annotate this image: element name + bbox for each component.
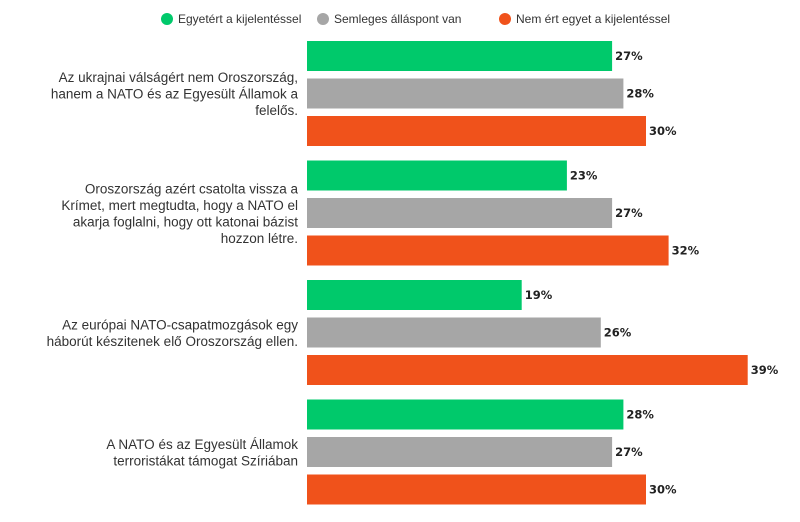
value-labels: 27% 28% 30% 23% 27% 32% 19% 26% 39% 28% 27% 30% bbox=[525, 49, 779, 497]
bar bbox=[307, 280, 522, 310]
category-label-line: Oroszország azért csatolta vissza a bbox=[85, 181, 299, 196]
bar bbox=[307, 116, 646, 146]
bar bbox=[307, 355, 748, 385]
value-label: 39% bbox=[751, 363, 779, 377]
bar bbox=[307, 78, 624, 109]
legend: Egyetért a kijelentéssel Semleges álláspo… bbox=[161, 12, 670, 26]
category-label-line: felelős. bbox=[255, 103, 298, 118]
value-label: 30% bbox=[649, 483, 677, 497]
value-label: 23% bbox=[570, 169, 598, 183]
category-label-2: Az európai NATO-csapatmozgások egy háború… bbox=[47, 317, 299, 349]
category-label-0: Az ukrajnai válságért nem Oroszország, ha… bbox=[51, 70, 299, 118]
legend-marker-0 bbox=[161, 13, 173, 25]
bar bbox=[307, 317, 601, 348]
bar bbox=[307, 41, 613, 71]
category-label-line: Krímet, mert megtudta, hogy a NATO el bbox=[61, 198, 298, 213]
value-label: 28% bbox=[626, 87, 654, 101]
category-label-line: hozzon létre. bbox=[221, 231, 298, 246]
category-label-3: A NATO és az Egyesült Államok terroristák… bbox=[106, 437, 298, 469]
value-label: 27% bbox=[615, 206, 643, 220]
value-label: 26% bbox=[604, 326, 632, 340]
category-label-line: hanem a NATO és az Egyesült Államok a bbox=[51, 87, 299, 102]
bar bbox=[307, 399, 624, 430]
category-label-line: A NATO és az Egyesült Államok bbox=[106, 437, 298, 452]
category-labels: Az ukrajnai válságért nem Oroszország, ha… bbox=[47, 70, 299, 468]
legend-marker-2 bbox=[499, 13, 511, 25]
bar bbox=[307, 437, 613, 467]
bars bbox=[307, 41, 748, 505]
category-label-line: Az európai NATO-csapatmozgások egy bbox=[62, 317, 298, 332]
value-label: 27% bbox=[615, 445, 643, 459]
category-label-line: Az ukrajnai válságért nem Oroszország, bbox=[59, 70, 298, 85]
bar bbox=[307, 474, 646, 505]
value-label: 27% bbox=[615, 49, 643, 63]
bar bbox=[307, 235, 669, 266]
bar bbox=[307, 160, 567, 191]
category-label-line: terroristákat támogat Szíriában bbox=[113, 453, 298, 468]
legend-marker-1 bbox=[317, 13, 329, 25]
value-label: 30% bbox=[649, 124, 677, 138]
value-label: 19% bbox=[525, 288, 553, 302]
category-label-line: akarja foglalni, hogy ott katonai bázist bbox=[73, 214, 298, 229]
legend-label-0: Egyetért a kijelentéssel bbox=[178, 12, 301, 26]
category-label-line: háborút készitenek elő Oroszország ellen… bbox=[47, 334, 298, 349]
bar bbox=[307, 198, 613, 228]
value-label: 28% bbox=[626, 408, 654, 422]
category-label-1: Oroszország azért csatolta vissza a Kríme… bbox=[61, 181, 298, 246]
legend-label-1: Semleges álláspont van bbox=[334, 12, 461, 26]
value-label: 32% bbox=[672, 244, 700, 258]
legend-label-2: Nem ért egyet a kijelentéssel bbox=[516, 12, 670, 26]
